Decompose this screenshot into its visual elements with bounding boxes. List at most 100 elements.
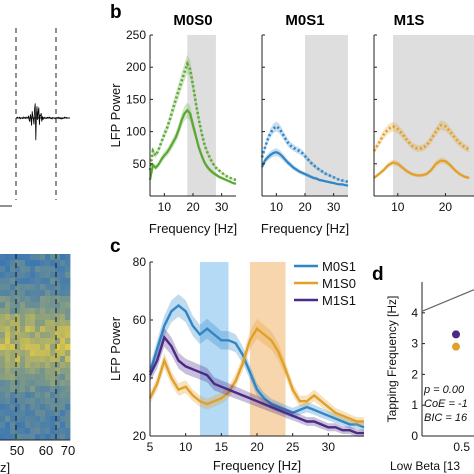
spectrogram-cell: [20, 434, 26, 441]
spectrogram-cell: [15, 314, 21, 321]
x-tick-label: 30: [322, 440, 336, 454]
spectrogram-cell: [5, 386, 11, 393]
spectrogram-cell: [30, 314, 36, 321]
stats-text: CoE = -1: [424, 398, 468, 410]
spectrogram-cell: [20, 398, 26, 405]
spectrogram-cell: [5, 260, 11, 267]
spectrogram-cell: [30, 260, 36, 267]
spectrogram-cell: [55, 386, 61, 393]
spectrogram-cell: [40, 284, 46, 291]
spectrogram-cell: [10, 320, 16, 327]
spectrogram-cell: [0, 380, 6, 387]
x-tick-label: 10: [270, 200, 284, 214]
spectrogram-cell: [50, 380, 56, 387]
spectrogram-cell: [50, 296, 56, 303]
spectrogram-cell: [30, 344, 36, 351]
spectrogram-cell: [15, 308, 21, 315]
spectrogram-cell: [40, 362, 46, 369]
spectrogram-cell: [25, 374, 31, 381]
spectrogram-cell: [0, 356, 6, 363]
chart-tapping: 0 1 2 3 4 p = 0.00 CoE = -1 BIC = 16 0.5 Tapping …: [385, 282, 474, 473]
spectrogram-cell: [25, 260, 31, 267]
spectrogram-cell: [50, 362, 56, 369]
spectrogram-cell: [60, 362, 66, 369]
spectrogram-cell: [60, 344, 66, 351]
spectrogram-cell: [15, 428, 21, 435]
spectrogram-cell: [15, 410, 21, 417]
spectrogram-cell: [55, 314, 61, 321]
spectrogram-cell: [55, 308, 61, 315]
spectrogram-cell: [30, 302, 36, 309]
spectrogram-cell: [45, 266, 51, 273]
stats-text: BIC = 16: [424, 412, 468, 424]
spectrogram-cell: [55, 380, 61, 387]
spectrogram-cell: [30, 338, 36, 345]
spectrogram-cell: [40, 272, 46, 279]
spectrogram-cell: [55, 362, 61, 369]
spectrogram-tick-50: 50: [10, 443, 24, 458]
spectrogram-cell: [5, 392, 11, 399]
spectrogram-cell: [25, 254, 31, 261]
spectrogram-cell: [65, 254, 71, 261]
series-line-M1S1: [148, 334, 364, 435]
spectrogram-cell: [60, 326, 66, 333]
panel-a: 50 60 70 z]: [0, 28, 75, 474]
spectrogram-cell: [25, 338, 31, 345]
y-tick-label: 250: [126, 28, 146, 42]
spectrogram-cell: [5, 422, 11, 429]
spectrogram-cell: [65, 404, 71, 411]
spectrogram-cell: [10, 260, 16, 267]
spectrogram-cell: [55, 260, 61, 267]
spectrogram-cell: [10, 410, 16, 417]
panel-label-c: c: [110, 236, 121, 257]
spectrogram-cell: [35, 362, 41, 369]
spectrogram-cell: [10, 254, 16, 261]
spectrogram-cell: [10, 332, 16, 339]
spectrogram-cell: [50, 398, 56, 405]
spectrogram-cell: [25, 416, 31, 423]
spectrogram-cell: [55, 326, 61, 333]
spectrogram-cell: [35, 398, 41, 405]
spectrogram-cell: [25, 404, 31, 411]
spectrogram-cell: [0, 434, 6, 441]
spectrogram-cell: [60, 380, 66, 387]
x-tick-label: 30: [327, 200, 341, 214]
spectrogram-cell: [40, 344, 46, 351]
spectrogram-cell: [30, 272, 36, 279]
spectrogram-cell: [25, 386, 31, 393]
spectrogram-cell: [45, 350, 51, 357]
spectrogram-cell: [55, 434, 61, 441]
spectrogram-cell: [60, 416, 66, 423]
spectrogram-cell: [25, 272, 31, 279]
spectrogram-cell: [40, 338, 46, 345]
spectrogram-cell: [10, 314, 16, 321]
spectrogram-cell: [35, 314, 41, 321]
spectrogram-cell: [15, 278, 21, 285]
spectrogram-cell: [55, 356, 61, 363]
y-tick-label: 4: [411, 306, 418, 320]
series-line-M1S0: [148, 326, 364, 423]
spectrogram-cell: [5, 374, 11, 381]
series-line-solid: [148, 108, 237, 185]
spectrogram-cell: [10, 272, 16, 279]
spectrogram-cell: [40, 320, 46, 327]
y-tick-label: 200: [126, 60, 146, 74]
spectrogram-cell: [25, 350, 31, 357]
spectrogram-cell: [5, 428, 11, 435]
spectrogram-cell: [60, 410, 66, 417]
spectrogram-cell: [0, 428, 6, 435]
spectrogram-cell: [5, 326, 11, 333]
spectrogram-cell: [45, 272, 51, 279]
spectrogram-cell: [35, 284, 41, 291]
spectrogram-cell: [30, 332, 36, 339]
spectrogram-cell: [55, 428, 61, 435]
chart-title: M0S0: [173, 12, 212, 29]
spectrogram-cell: [65, 314, 71, 321]
spectrogram-cell: [50, 290, 56, 297]
spectrogram-cell: [40, 266, 46, 273]
spectrogram-cell: [40, 368, 46, 375]
series-ci-dotted: [150, 54, 236, 182]
spectrogram-cell: [30, 404, 36, 411]
spectrogram-cell: [35, 422, 41, 429]
spectrogram-cell: [5, 320, 11, 327]
